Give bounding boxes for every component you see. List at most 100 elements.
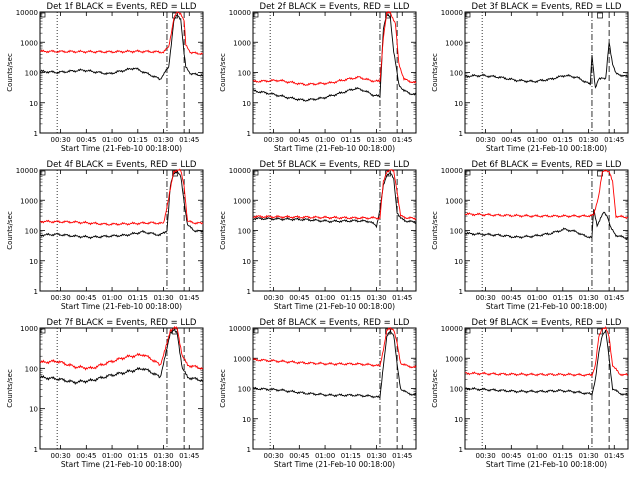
panel-det-2: Det 2f BLACK = Events, RED = LLD 1 10 100 10…	[219, 2, 417, 153]
x-tick-label: 01:30	[578, 452, 598, 460]
panel-title: Det 1f BLACK = Events, RED = LLD	[47, 2, 197, 12]
x-tick-label: 01:30	[153, 294, 173, 302]
panel-det-1: Det 1f BLACK = Events, RED = LLD 1 10 100 10…	[6, 2, 204, 153]
series-lld-red	[39, 325, 204, 371]
x-tick-label: 01:45	[392, 136, 412, 144]
corner-marker-box	[465, 328, 471, 334]
plot-frame	[464, 11, 629, 134]
panel-det-4: Det 4f BLACK = Events, RED = LLD 1 10 100 10…	[6, 160, 204, 311]
y-tick-label: 1000	[445, 355, 463, 363]
x-tick-label: 00:30	[263, 452, 283, 460]
x-tick-label: 00:45	[289, 294, 309, 302]
x-tick-label: 01:30	[578, 136, 598, 144]
panel-det-6: Det 6f BLACK = Events, RED = LLD 1 10 100 10…	[431, 160, 629, 311]
panel-title: Det 8f BLACK = Events, RED = LLD	[260, 318, 410, 328]
x-tick-label: 01:00	[527, 452, 547, 460]
x-tick-label: 01:15	[553, 294, 573, 302]
x-tick-label: 01:00	[102, 136, 122, 144]
peak-marker-box	[597, 12, 603, 19]
y-tick-label: 100	[238, 386, 251, 394]
x-axis-title: Start Time (21-Feb-10 00:18:00)	[486, 144, 607, 153]
x-tick-label: 00:45	[289, 136, 309, 144]
x-tick-label: 00:45	[289, 452, 309, 460]
panel-title: Det 2f BLACK = Events, RED = LLD	[260, 2, 410, 12]
y-axis-title: Counts/sec	[6, 369, 14, 408]
x-axis-title: Start Time (21-Feb-10 00:18:00)	[61, 302, 182, 311]
x-tick-label: 00:45	[76, 136, 96, 144]
x-tick-label: 01:45	[179, 452, 199, 460]
panel-title: Det 7f BLACK = Events, RED = LLD	[47, 318, 197, 328]
y-tick-label: 10000	[441, 9, 463, 17]
x-tick-label: 01:15	[553, 452, 573, 460]
y-tick-label: 1	[459, 446, 463, 454]
x-tick-label: 01:15	[553, 136, 573, 144]
y-tick-label: 1000	[233, 355, 251, 363]
series-events-black	[252, 172, 417, 229]
series-events-black	[464, 329, 629, 397]
y-axis-title: Counts/sec	[219, 211, 227, 250]
y-tick-label: 100	[450, 228, 463, 236]
y-tick-label: 10000	[229, 167, 251, 175]
y-tick-label: 10	[454, 100, 463, 108]
series-events-black	[252, 329, 417, 399]
x-tick-label: 01:30	[366, 452, 386, 460]
series-lld-red	[252, 169, 417, 221]
x-tick-label: 00:45	[501, 294, 521, 302]
y-tick-label: 1	[247, 446, 251, 454]
x-tick-label: 00:45	[76, 452, 96, 460]
x-tick-label: 00:30	[475, 452, 495, 460]
y-tick-label: 100	[25, 70, 38, 78]
corner-marker-box	[40, 12, 46, 18]
y-tick-label: 10000	[229, 9, 251, 17]
series-events-black	[252, 12, 417, 102]
x-tick-label: 01:00	[102, 294, 122, 302]
series-lld-red	[39, 168, 204, 226]
y-tick-label: 10000	[16, 167, 38, 175]
panel-det-3: Det 3f BLACK = Events, RED = LLD 1 10 100 10…	[431, 2, 629, 153]
series-events-black	[39, 170, 204, 240]
y-tick-label: 100	[450, 386, 463, 394]
y-tick-label: 10	[29, 258, 38, 266]
x-tick-label: 00:45	[501, 136, 521, 144]
y-tick-label: 10	[29, 406, 38, 414]
series-lld-red	[464, 169, 629, 220]
x-tick-label: 01:45	[392, 294, 412, 302]
y-tick-label: 1000	[445, 197, 463, 205]
y-tick-label: 1	[34, 446, 38, 454]
x-tick-label: 01:00	[527, 294, 547, 302]
corner-marker-box	[253, 12, 259, 18]
series-events-black	[39, 14, 204, 81]
y-tick-label: 1	[459, 288, 463, 296]
panel-det-9: Det 9f BLACK = Events, RED = LLD 1 10 100 10…	[431, 318, 629, 469]
y-axis-title: Counts/sec	[431, 211, 439, 250]
x-tick-label: 01:45	[604, 294, 624, 302]
x-tick-label: 01:15	[341, 136, 361, 144]
y-tick-label: 1000	[445, 39, 463, 47]
y-tick-label: 10	[454, 258, 463, 266]
y-tick-label: 100	[25, 228, 38, 236]
x-tick-label: 01:00	[315, 452, 335, 460]
panel-title: Det 5f BLACK = Events, RED = LLD	[260, 160, 410, 170]
plot-frame	[39, 169, 204, 292]
x-tick-label: 00:45	[76, 294, 96, 302]
panel-title: Det 9f BLACK = Events, RED = LLD	[472, 318, 622, 328]
plot-frame	[39, 327, 204, 450]
y-axis-title: Counts/sec	[431, 369, 439, 408]
x-tick-label: 01:00	[315, 294, 335, 302]
y-tick-label: 10	[454, 416, 463, 424]
y-axis-title: Counts/sec	[431, 53, 439, 92]
x-tick-label: 00:30	[263, 136, 283, 144]
x-tick-label: 00:45	[501, 452, 521, 460]
y-tick-label: 10000	[229, 325, 251, 333]
y-tick-label: 100	[238, 228, 251, 236]
x-axis-title: Start Time (21-Feb-10 00:18:00)	[274, 460, 395, 469]
x-tick-label: 01:30	[153, 452, 173, 460]
x-tick-label: 01:45	[604, 452, 624, 460]
y-tick-label: 10	[29, 100, 38, 108]
plot-frame	[252, 327, 417, 450]
y-axis-title: Counts/sec	[6, 53, 14, 92]
x-tick-label: 01:45	[179, 136, 199, 144]
corner-marker-box	[40, 328, 46, 334]
x-tick-label: 01:45	[179, 294, 199, 302]
x-tick-label: 01:30	[578, 294, 598, 302]
